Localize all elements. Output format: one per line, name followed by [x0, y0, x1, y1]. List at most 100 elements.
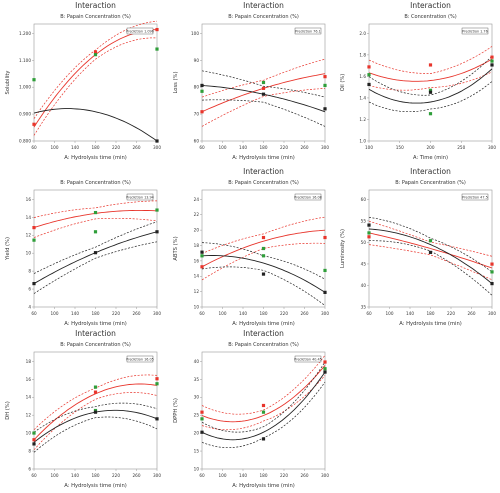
series-1-line — [33, 383, 158, 441]
data-point — [323, 290, 327, 294]
x-axis-label: A: Hydrolysis time (min) — [64, 483, 127, 489]
data-point — [490, 282, 494, 286]
y-tick-label: 12 — [194, 289, 200, 294]
series-1-lower-band — [33, 37, 157, 136]
x-axis-label: A: Hydrolysis time (min) — [64, 321, 127, 327]
prediction-label: Prediction 16.08 — [294, 195, 322, 199]
x-tick-label: 100 — [51, 311, 59, 316]
series-1-lower-band — [33, 392, 158, 451]
x-tick-label: 150 — [396, 145, 404, 150]
series-1-upper-band — [33, 20, 158, 119]
data-point — [155, 230, 159, 234]
data-point — [323, 107, 327, 111]
series-2-upper-band — [33, 402, 158, 433]
x-tick-label: 300 — [488, 145, 496, 150]
chart-panel-5: Interaction B: Papain Concentration (%) 60… — [173, 167, 329, 327]
plot-area — [33, 189, 158, 308]
data-point — [367, 231, 371, 235]
y-tick-label: 6 — [28, 467, 31, 472]
x-tick-label: 60 — [199, 145, 205, 150]
data-point — [261, 272, 266, 276]
y-tick-label: 12 — [26, 413, 32, 418]
data-point — [323, 268, 327, 273]
x-tick-label: 60 — [31, 473, 37, 478]
x-tick-label: 300 — [488, 311, 496, 316]
y-axis-label: Yield (%) — [5, 237, 11, 261]
data-point — [32, 78, 36, 82]
chart-panel-7: Interaction B: Papain Concentration (%) 60… — [5, 329, 161, 489]
x-axis-label: A: Hydrolysis time (min) — [64, 155, 127, 161]
plot-area — [201, 351, 326, 470]
series-1-lower-band — [33, 217, 158, 238]
chart-subtitle: B: Papain Concentration (%) — [60, 342, 131, 348]
x-tick-label: 60 — [31, 145, 37, 150]
x-tick-label: 260 — [133, 473, 141, 478]
series-2-upper-band — [33, 221, 158, 274]
x-tick-label: 180 — [92, 145, 100, 150]
data-point — [367, 73, 371, 77]
series-2-line — [368, 68, 493, 104]
y-tick-label: 12 — [26, 233, 32, 238]
x-tick-label: 220 — [112, 473, 120, 478]
x-tick-label: 300 — [321, 145, 329, 150]
data-point — [200, 254, 204, 258]
data-point — [32, 431, 36, 435]
y-tick-label: 20 — [194, 228, 200, 233]
x-tick-label: 260 — [301, 311, 309, 316]
x-tick-label: 300 — [153, 473, 161, 478]
y-tick-label: 1.6 — [359, 74, 366, 79]
x-tick-label: 100 — [219, 145, 227, 150]
data-point — [93, 251, 98, 255]
y-tick-label: 0.900 — [19, 112, 31, 117]
data-point — [155, 382, 159, 386]
data-point — [428, 250, 433, 254]
data-point — [261, 86, 266, 90]
chart-panel-6: Interaction B: Papain Concentration (%) 60… — [340, 167, 496, 327]
data-point — [155, 27, 159, 32]
data-point — [93, 53, 98, 57]
data-point — [155, 377, 159, 381]
data-point — [428, 112, 433, 116]
data-point — [367, 235, 371, 239]
data-point — [367, 223, 371, 227]
y-tick-label: 1.200 — [19, 31, 31, 36]
y-tick-label: 2.0 — [359, 31, 366, 36]
x-tick-label: 250 — [457, 145, 465, 150]
series-2-upper-band — [201, 70, 326, 98]
y-tick-label: 16 — [26, 377, 32, 382]
chart-panel-8: Interaction B: Papain Concentration (%) 60… — [173, 329, 329, 489]
prediction-box — [126, 355, 154, 363]
prediction-box — [461, 27, 489, 35]
data-point — [367, 65, 371, 69]
prediction-label: Prediction 76.1 — [295, 29, 320, 33]
data-point — [93, 385, 98, 389]
prediction-box — [294, 355, 322, 363]
y-tick-label: 24 — [194, 197, 200, 202]
x-tick-label: 220 — [112, 311, 120, 316]
y-tick-label: 100 — [191, 31, 199, 36]
y-tick-label: 40 — [194, 359, 200, 364]
x-tick-label: 300 — [153, 145, 161, 150]
x-tick-label: 180 — [260, 473, 268, 478]
data-point — [367, 82, 371, 87]
y-tick-label: 1.4 — [359, 95, 366, 100]
data-point — [261, 410, 266, 414]
data-point — [323, 75, 327, 79]
data-point — [261, 403, 266, 408]
data-point — [428, 90, 433, 94]
y-tick-label: 40 — [361, 283, 367, 288]
data-point — [490, 63, 494, 67]
series-1-upper-band — [201, 58, 326, 98]
data-point — [200, 110, 204, 114]
data-point — [200, 265, 204, 269]
x-tick-label: 140 — [239, 311, 247, 316]
x-tick-label: 220 — [112, 145, 120, 150]
x-axis-label: A: Hydrolysis time (min) — [232, 321, 295, 327]
x-axis-label: A: Hydrolysis time (min) — [232, 483, 295, 489]
data-point — [200, 410, 204, 414]
chart-subtitle: B: Papain Concentration (%) — [228, 342, 299, 348]
y-tick-label: 70 — [194, 112, 200, 117]
chart-subtitle: B: Papain Concentration (%) — [228, 180, 299, 186]
chart-title: Interaction — [410, 167, 451, 176]
chart-panel-2: Interaction B: Papain Concentration (%) 60… — [173, 1, 329, 161]
